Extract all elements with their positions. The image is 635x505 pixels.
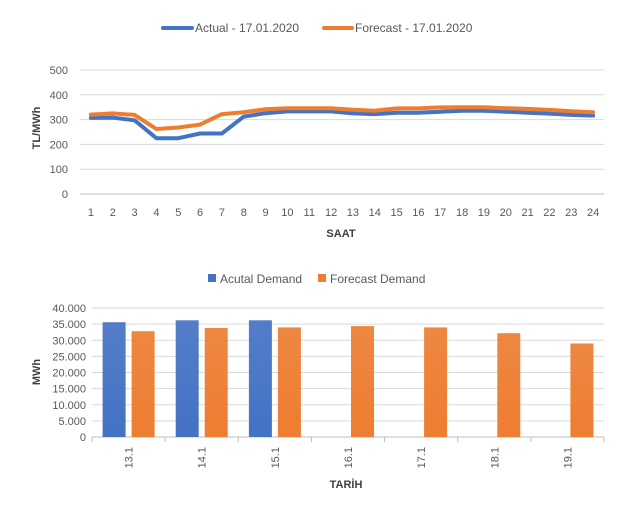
line-chart-x-tick-label: 2: [110, 207, 116, 219]
line-chart-x-tick-label: 14: [369, 207, 381, 219]
bar-actual-demand: [248, 320, 272, 437]
line-chart-gridlines: [80, 69, 604, 195]
line-chart-x-tick-label: 22: [543, 207, 555, 219]
line-chart-x-tick-label: 21: [521, 207, 533, 219]
bar-chart-x-tick-label: 18.1: [489, 447, 501, 468]
line-chart-x-tick-label: 20: [500, 207, 512, 219]
line-chart-y-tick-label: 300: [50, 115, 68, 127]
bar-chart-x-tick-label: 19.1: [562, 447, 574, 468]
line-chart-x-tick-label: 6: [197, 207, 203, 219]
bar-chart-y-tick-label: 15.000: [52, 384, 86, 396]
line-chart-x-tick-label: 10: [281, 207, 293, 219]
bar-chart: Acutal Demand Forecast Demand 0 5.000 10.0…: [31, 272, 605, 491]
bar-chart-y-axis-title: MWh: [31, 359, 43, 386]
bar-chart-y-tick-label: 40.000: [52, 303, 86, 315]
bar-chart-x-ticks: 13.1 14.1 15.1 16.1 17.1 18.1 19.1: [91, 437, 605, 468]
line-chart-legend: Actual - 17.01.2020 Forecast - 17.01.202…: [161, 21, 473, 35]
bar-chart-bars: [102, 320, 594, 437]
bar-forecast-demand: [351, 326, 374, 437]
line-chart-x-tick-label: 23: [565, 207, 577, 219]
line-chart-x-tick-label: 5: [175, 207, 181, 219]
bar-chart-gridlines: [92, 307, 604, 438]
bar-chart-x-tick-label: 16.1: [343, 447, 355, 468]
bar-chart-y-ticks: 0 5.000 10.000 15.000 20.000 25.000 30.000 35.0…: [52, 303, 86, 444]
legend-label-forecast: Forecast - 17.01.2020: [355, 21, 473, 35]
bar-chart-legend: Acutal Demand Forecast Demand: [208, 272, 425, 286]
bar-chart-y-tick-label: 0: [80, 432, 86, 444]
bar-chart-x-axis-title: TARİH: [330, 478, 363, 491]
line-chart-series: [88, 105, 596, 141]
bar-chart-x-tick-label: 15.1: [270, 447, 282, 468]
line-chart-x-tick-label: 3: [132, 207, 138, 219]
bar-chart-y-tick-label: 35.000: [52, 319, 86, 331]
bar-forecast-demand: [131, 331, 155, 437]
line-chart-y-tick-label: 200: [50, 139, 68, 151]
line-chart-x-tick-label: 11: [304, 207, 315, 219]
line-chart-y-tick-label: 100: [50, 164, 68, 176]
bar-chart-y-tick-label: 10.000: [52, 400, 86, 412]
line-chart-x-tick-label: 19: [478, 207, 490, 219]
bar-forecast-demand: [497, 333, 521, 437]
bar-actual-demand: [175, 320, 199, 437]
legend-swatch-forecast-demand: [318, 274, 326, 282]
line-chart-x-tick-label: 4: [153, 207, 159, 219]
line-chart: Actual - 17.01.2020 Forecast - 17.01.202…: [31, 21, 604, 240]
line-chart-y-tick-label: 500: [50, 65, 68, 77]
series-line-forecast: [88, 105, 596, 131]
line-chart-x-tick-label: 16: [412, 207, 424, 219]
bar-forecast-demand: [424, 327, 448, 437]
line-chart-x-axis-title: SAAT: [326, 228, 355, 240]
legend-label-actual: Actual - 17.01.2020: [195, 21, 299, 35]
legend-swatch-actual-demand: [208, 274, 216, 282]
line-chart-y-tick-label: 400: [50, 90, 68, 102]
legend-label-forecast-demand: Forecast Demand: [330, 272, 425, 286]
bar-chart-y-tick-label: 25.000: [52, 351, 86, 363]
bar-chart-x-tick-label: 14.1: [197, 447, 209, 468]
legend-label-actual-demand: Acutal Demand: [220, 272, 302, 286]
line-chart-x-tick-label: 12: [325, 207, 337, 219]
line-chart-x-tick-label: 8: [241, 207, 247, 219]
line-chart-x-ticks: 1 2 3 4 5 6 7 8 9 10 11 12 13 14 15 16 17 18 19 20 21 22 23 24: [88, 207, 599, 219]
line-chart-x-tick-label: 1: [88, 207, 94, 219]
line-chart-x-tick-label: 15: [390, 207, 402, 219]
bar-chart-y-tick-label: 5.000: [58, 416, 86, 428]
line-chart-x-tick-label: 18: [456, 207, 468, 219]
bar-chart-x-tick-label: 17.1: [416, 447, 428, 468]
bar-forecast-demand: [570, 343, 594, 437]
line-chart-x-tick-label: 9: [263, 207, 269, 219]
bar-forecast-demand: [204, 328, 228, 437]
bar-chart-y-tick-label: 20.000: [52, 368, 86, 380]
line-chart-x-tick-label: 13: [347, 207, 359, 219]
bar-forecast-demand: [277, 327, 301, 437]
line-chart-x-tick-label: 7: [219, 207, 225, 219]
bar-chart-y-tick-label: 30.000: [52, 335, 86, 347]
line-chart-y-axis-title: TL/MWh: [31, 106, 43, 149]
line-chart-x-tick-label: 17: [434, 207, 446, 219]
bar-chart-x-tick-label: 13.1: [124, 447, 136, 468]
series-line-actual: [88, 108, 596, 141]
line-chart-y-ticks: 0 100 200 300 400 500: [50, 65, 68, 201]
line-chart-y-tick-label: 0: [62, 189, 68, 201]
bar-actual-demand: [102, 322, 126, 437]
line-chart-x-tick-label: 24: [587, 207, 599, 219]
